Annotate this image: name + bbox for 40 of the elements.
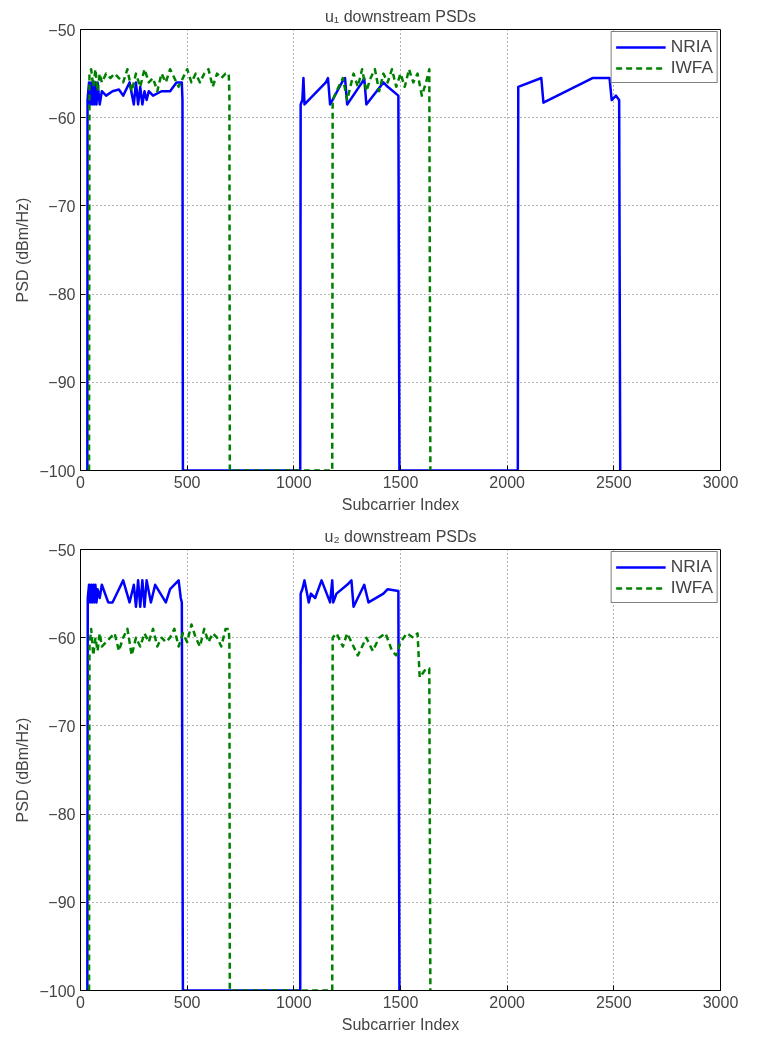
line-series bbox=[86, 76, 622, 471]
y-tick-label: −60 bbox=[48, 109, 76, 127]
chart-title: u₁ downstream PSDs bbox=[324, 7, 477, 25]
x-tick-label: 3000 bbox=[702, 993, 739, 1011]
y-tick-label: −90 bbox=[48, 894, 76, 912]
legend-label: NRIA bbox=[670, 556, 713, 577]
legend-label: NRIA bbox=[670, 36, 713, 57]
y-tick-label: −70 bbox=[48, 717, 76, 735]
line-series bbox=[87, 623, 432, 991]
y-tick-label: −50 bbox=[48, 541, 76, 559]
x-tick-label: 1500 bbox=[382, 993, 419, 1011]
line-series bbox=[86, 579, 401, 991]
y-axis-title: PSD (dBm/Hz) bbox=[14, 717, 32, 823]
x-tick-label: 3000 bbox=[702, 473, 739, 491]
legend-label: IWFA bbox=[670, 57, 713, 78]
x-tick-label: 2000 bbox=[489, 993, 526, 1011]
legend-label: IWFA bbox=[670, 577, 713, 598]
line-series bbox=[87, 67, 432, 471]
x-axis-title: Subcarrier Index bbox=[341, 495, 460, 513]
y-tick-label: −50 bbox=[48, 21, 76, 39]
x-tick-label: 2500 bbox=[596, 473, 632, 491]
y-tick-label: −60 bbox=[48, 629, 76, 647]
chart-title: u₂ downstream PSDs bbox=[324, 527, 477, 545]
y-axis-title: PSD (dBm/Hz) bbox=[14, 197, 32, 303]
x-tick-label: 1000 bbox=[276, 473, 312, 491]
y-tick-label: −100 bbox=[39, 462, 76, 480]
y-tick-label: −90 bbox=[48, 374, 76, 392]
x-tick-label: 2000 bbox=[489, 473, 526, 491]
y-tick-label: −80 bbox=[48, 286, 76, 304]
x-tick-label: 1000 bbox=[276, 993, 312, 1011]
x-tick-label: 500 bbox=[173, 993, 201, 1011]
x-tick-label: 1500 bbox=[382, 473, 419, 491]
x-tick-label: 0 bbox=[76, 473, 86, 491]
x-tick-label: 500 bbox=[173, 473, 201, 491]
y-tick-label: −70 bbox=[48, 197, 76, 215]
y-tick-label: −80 bbox=[48, 806, 76, 824]
x-axis-title: Subcarrier Index bbox=[341, 1015, 460, 1033]
x-tick-label: 0 bbox=[76, 993, 86, 1011]
y-tick-label: −100 bbox=[39, 982, 76, 1000]
x-tick-label: 2500 bbox=[596, 993, 632, 1011]
